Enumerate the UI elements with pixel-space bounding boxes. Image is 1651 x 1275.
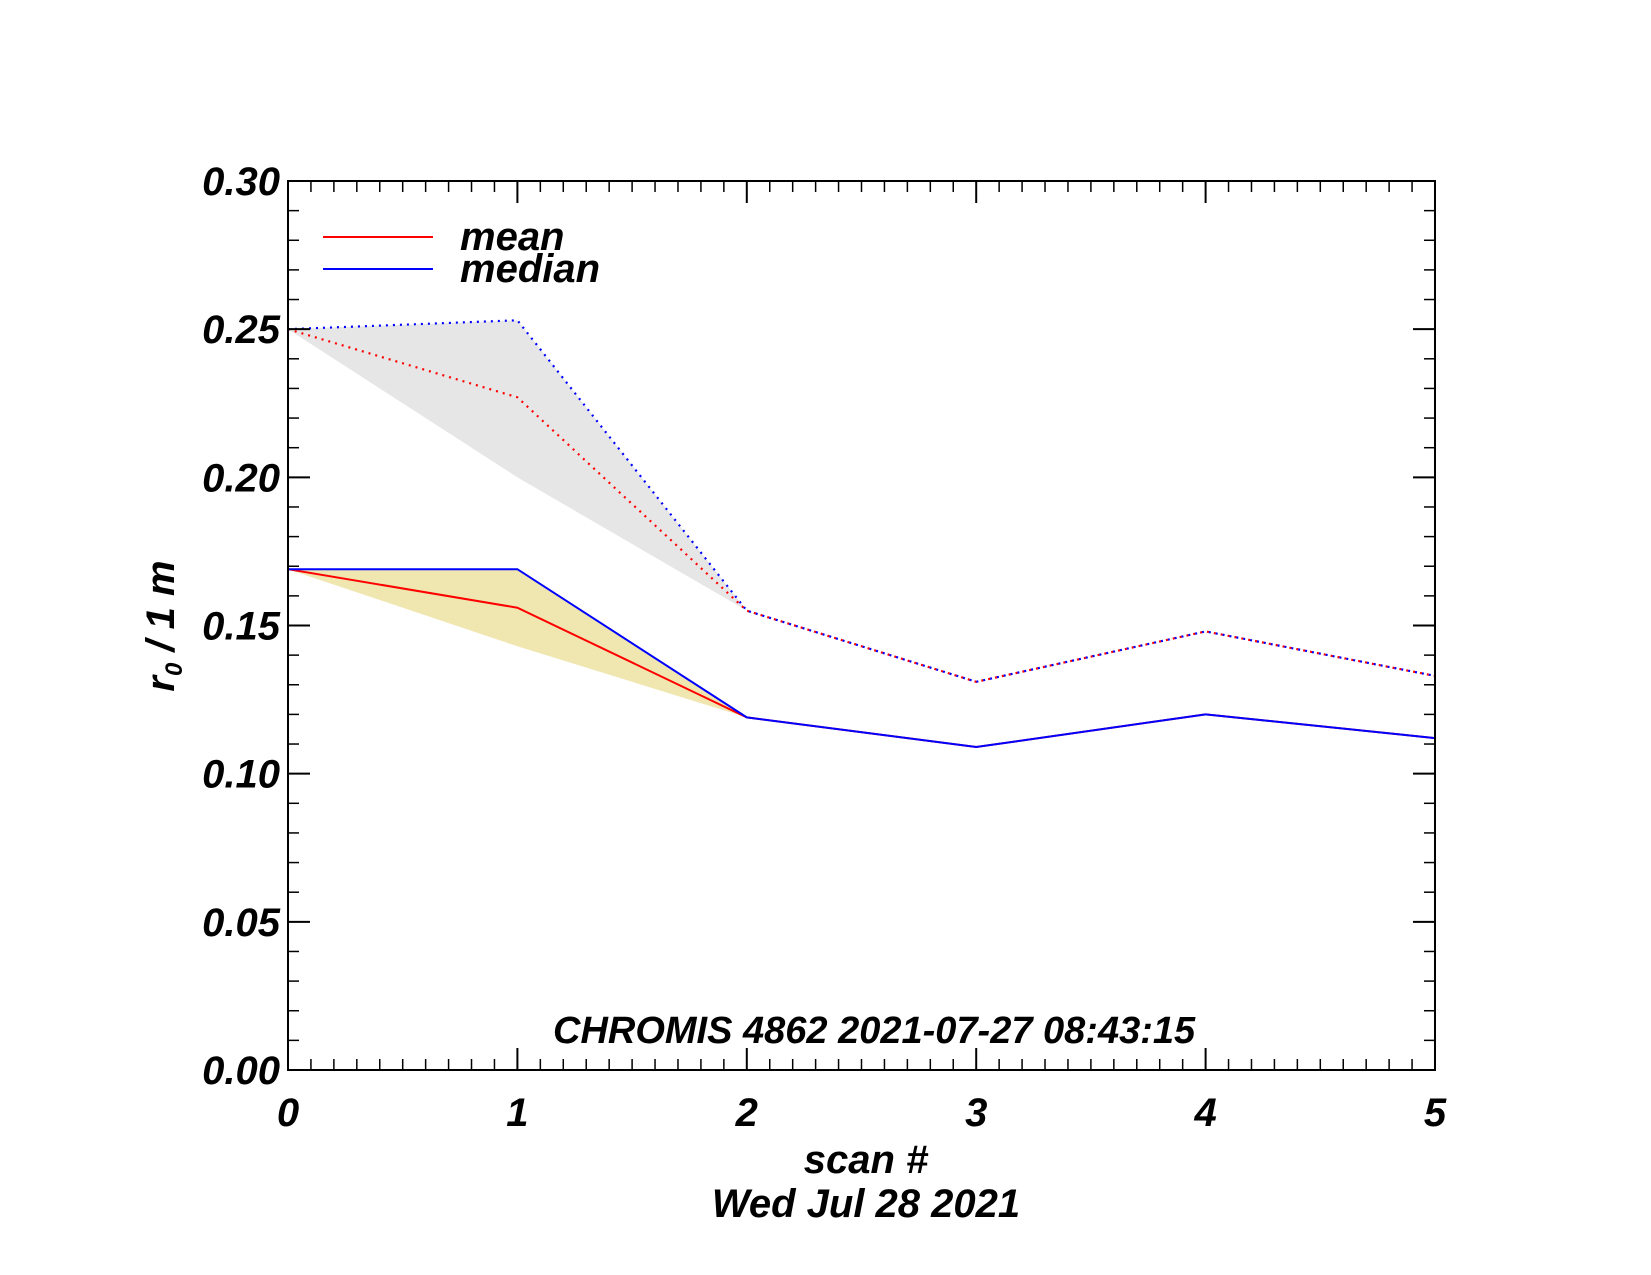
legend: mean median bbox=[323, 215, 600, 291]
y-axis-title-main: r bbox=[139, 674, 183, 692]
x-tick-label: 3 bbox=[965, 1091, 987, 1135]
y-tick-label: 0.25 bbox=[202, 308, 281, 352]
series-line-mean-dotted bbox=[287, 328, 1436, 683]
y-axis-title: r0 / 1 m bbox=[139, 560, 188, 691]
y-tick-label: 0.20 bbox=[202, 456, 280, 500]
y-tick-label: 0.10 bbox=[202, 753, 280, 797]
date-label: Wed Jul 28 2021 bbox=[712, 1182, 1020, 1226]
tick-labels-layer: 0.00 0.05 0.10 0.15 0.20 0.25 0.30 0 1 2 3 4 5 bbox=[202, 160, 1447, 1135]
series-line-median-dotted bbox=[287, 319, 1436, 683]
x-tick-label: 5 bbox=[1424, 1091, 1447, 1135]
y-tick-label: 0.15 bbox=[202, 605, 281, 649]
bands-layer bbox=[288, 320, 747, 718]
x-tick-label: 1 bbox=[506, 1091, 528, 1135]
y-tick-label: 0.00 bbox=[202, 1049, 280, 1093]
legend-label-median: median bbox=[460, 247, 600, 291]
x-tick-label: 4 bbox=[1193, 1091, 1216, 1135]
x-tick-label: 0 bbox=[277, 1091, 299, 1135]
y-tick-label: 0.30 bbox=[202, 160, 280, 204]
band-1 bbox=[288, 320, 747, 611]
plot-annotation: CHROMIS 4862 2021-07-27 08:43:15 bbox=[553, 1010, 1196, 1052]
legend-label-mean: mean bbox=[460, 215, 565, 259]
series-line-median-solid bbox=[288, 568, 1436, 749]
series-lines-layer bbox=[287, 319, 1436, 749]
x-tick-label: 2 bbox=[735, 1091, 758, 1135]
x-axis-title: scan # bbox=[804, 1138, 929, 1182]
ticks-layer bbox=[287, 180, 1436, 1071]
y-axis-title-rest: / 1 m bbox=[139, 560, 183, 662]
y-tick-label: 0.05 bbox=[202, 901, 281, 945]
band-0 bbox=[288, 569, 747, 718]
y-axis-title-subscript: 0 bbox=[161, 662, 188, 676]
